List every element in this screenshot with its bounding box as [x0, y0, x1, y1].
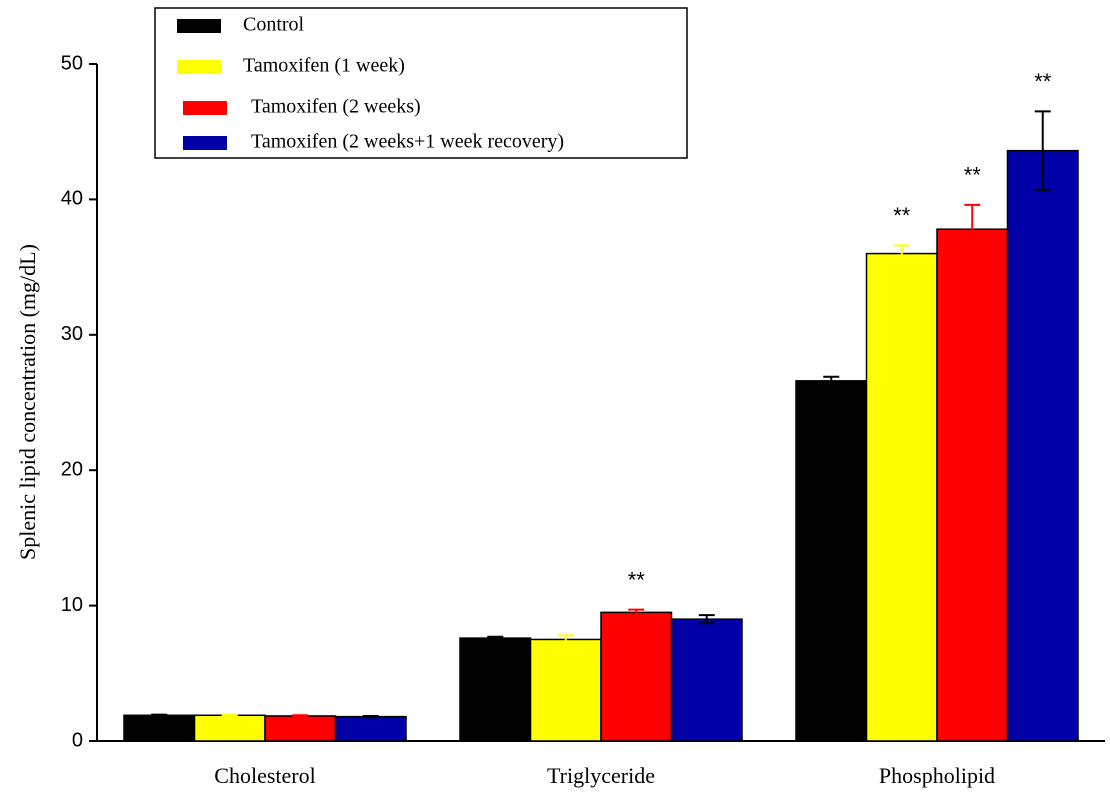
bar [334, 715, 407, 742]
x-tick-label: Phospholipid [879, 763, 995, 788]
annotation: ** [964, 163, 982, 188]
legend-box [154, 7, 688, 159]
bar [865, 252, 938, 742]
legend-swatch [183, 101, 227, 115]
bar [600, 611, 673, 742]
legend-label: Tamoxifen (2 weeks) [251, 96, 421, 118]
y-tick-label: 50 [61, 52, 83, 74]
error-bar [1034, 110, 1051, 191]
error-bar [151, 713, 168, 717]
annotation: ** [628, 567, 646, 592]
y-tick-label: 10 [61, 594, 83, 616]
error-bar [628, 608, 645, 617]
legend-label: Tamoxifen (2 weeks+1 week recovery) [251, 131, 564, 153]
x-tick-label: Cholesterol [214, 763, 315, 788]
error-bar [557, 634, 574, 645]
error-bar [292, 714, 309, 718]
legend-swatch [183, 136, 227, 150]
error-bar [823, 375, 840, 386]
y-tick-label: 30 [61, 323, 83, 345]
bar [264, 715, 337, 742]
y-tick-label: 40 [61, 188, 83, 210]
error-bar [698, 614, 715, 625]
y-axis-label: Splenic lipid concentration (mg/dL) [15, 244, 40, 560]
bar [459, 637, 532, 742]
bar [936, 228, 1009, 742]
error-bar [964, 203, 981, 255]
bar [1006, 149, 1079, 742]
y-tick-label: 20 [61, 458, 83, 480]
error-bar [362, 714, 379, 719]
y-tick-label: 0 [72, 729, 83, 751]
legend-swatch [177, 60, 221, 74]
bar [795, 380, 868, 742]
bar [670, 618, 743, 742]
bar [529, 638, 602, 742]
annotation: ** [1034, 69, 1052, 94]
legend-label: Tamoxifen (1 week) [243, 55, 405, 77]
error-bar [221, 713, 238, 717]
annotation: ** [893, 203, 911, 228]
error-bar [893, 244, 910, 263]
x-tick-label: Triglyceride [547, 763, 655, 788]
error-bar [487, 635, 504, 641]
legend-label: Control [243, 14, 305, 36]
bar [123, 714, 196, 742]
bar [193, 714, 266, 742]
legend-swatch [177, 19, 221, 33]
